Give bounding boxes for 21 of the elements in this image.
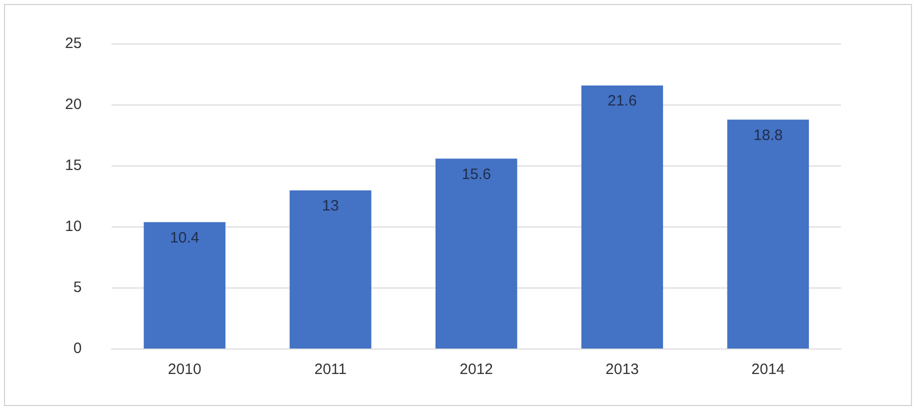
x-tick-label: 2011 — [314, 361, 347, 378]
x-tick-label: 2013 — [606, 361, 639, 378]
y-tick-label: 20 — [64, 96, 82, 114]
y-tick-label: 0 — [73, 340, 82, 358]
y-tick-label: 15 — [64, 157, 82, 174]
data-label: 15.6 — [462, 166, 491, 183]
bar — [581, 85, 664, 348]
y-tick-label: 10 — [64, 218, 82, 236]
data-label: 18.8 — [753, 126, 783, 144]
data-label: 10.4 — [170, 229, 200, 246]
bar — [290, 190, 372, 348]
data-label: 13 — [322, 198, 339, 215]
y-tick-label: 5 — [73, 279, 82, 296]
x-tick-label: 2014 — [751, 361, 785, 378]
x-tick-label: 2012 — [460, 361, 494, 378]
bar — [727, 120, 809, 348]
x-tick-label: 2010 — [168, 361, 202, 378]
bar — [144, 222, 226, 348]
y-tick-label: 25 — [64, 35, 82, 52]
bar — [436, 158, 518, 348]
data-label: 21.6 — [608, 92, 637, 110]
